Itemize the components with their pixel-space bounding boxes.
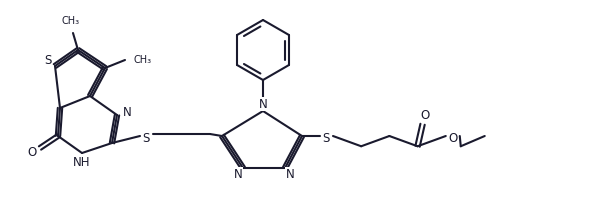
Text: S: S [323,131,330,145]
Text: N: N [258,98,267,110]
Text: N: N [233,167,242,181]
Text: N: N [286,167,295,181]
Text: O: O [420,109,429,122]
Text: S: S [143,132,150,146]
Text: CH₃: CH₃ [133,55,151,65]
Text: CH₃: CH₃ [62,16,80,26]
Text: S: S [45,54,52,68]
Text: O: O [448,131,457,145]
Text: O: O [27,146,37,158]
Text: N: N [122,106,131,120]
Text: NH: NH [73,156,91,168]
